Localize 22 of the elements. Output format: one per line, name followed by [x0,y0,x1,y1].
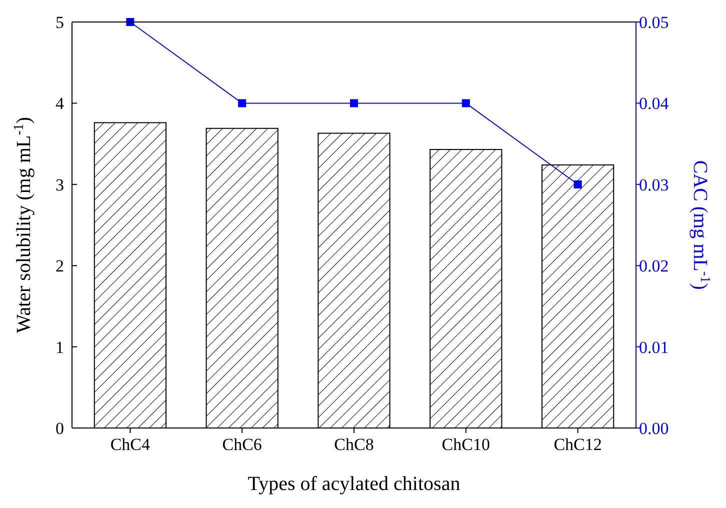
x-tick-label: ChC8 [334,435,374,454]
y-tick-label: 4 [56,94,64,114]
x-tick-label: ChC12 [554,435,602,454]
x-tick-label: ChC4 [110,435,151,454]
point [350,99,358,108]
y-tick-label: 2 [56,256,64,276]
x-tick-label: ChC10 [442,435,490,454]
y-tick-label: 3 [56,175,64,194]
y2-tick-label: 0.04 [639,94,670,114]
point [238,99,246,108]
y-tick-label: 0 [56,418,64,438]
x-axis-title: Types of acylated chitosan [248,473,460,495]
point [574,180,582,188]
point [462,99,470,108]
y2-tick-label: 0.02 [639,256,669,276]
y2-tick-label: 0.05 [639,12,669,32]
y2-tick-label: 0.01 [639,338,669,357]
x-tick-label: ChC6 [222,435,262,454]
y-tick-label: 1 [56,338,64,357]
y2-tick-label: 0.00 [639,418,669,438]
y2-tick-label: 0.03 [639,175,669,194]
y-tick-label: 5 [56,12,64,32]
